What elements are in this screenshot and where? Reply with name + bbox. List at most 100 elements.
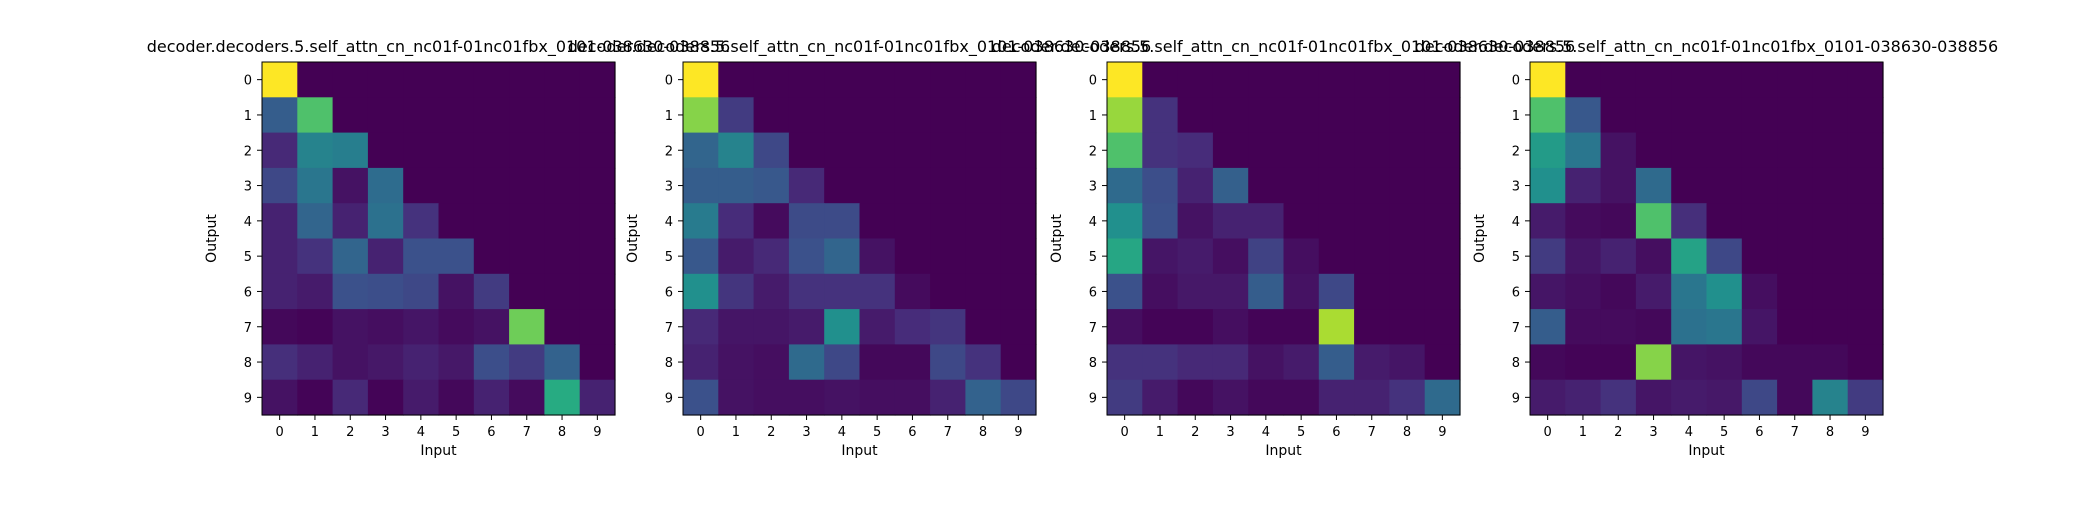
heatmap-cell bbox=[544, 309, 581, 345]
heatmap-cell bbox=[1354, 132, 1390, 169]
heatmap-cell bbox=[297, 309, 334, 345]
heatmap-cell bbox=[332, 203, 369, 240]
heatmap-cell bbox=[367, 132, 404, 169]
heatmap-cell bbox=[1635, 379, 1672, 416]
heatmap-cell bbox=[1389, 379, 1426, 416]
heatmap-cell bbox=[1354, 62, 1390, 98]
heatmap-cell bbox=[403, 238, 440, 275]
heatmap-cell bbox=[1635, 132, 1672, 169]
axes-frame bbox=[261, 61, 616, 416]
heatmap-cell bbox=[1424, 309, 1461, 345]
heatmap-cell bbox=[683, 273, 719, 310]
heatmap-cell bbox=[1671, 203, 1708, 240]
heatmap-cell bbox=[1741, 203, 1778, 240]
heatmap-cell bbox=[1283, 309, 1320, 345]
heatmap-cell bbox=[297, 344, 334, 381]
heatmap-cell bbox=[509, 238, 545, 275]
x-tick-label: 9 bbox=[1438, 425, 1446, 440]
x-axis-label: Input bbox=[1688, 443, 1725, 459]
x-tick-label: 4 bbox=[417, 425, 425, 440]
heatmap-cell bbox=[788, 97, 825, 134]
heatmap-cell bbox=[930, 97, 966, 134]
heatmap-cell bbox=[1777, 238, 1813, 275]
heatmap-cell bbox=[544, 238, 581, 275]
heatmap-cell bbox=[473, 273, 510, 310]
heatmap-cell bbox=[332, 379, 369, 416]
heatmap-cell bbox=[1671, 379, 1708, 416]
heatmap-cell bbox=[894, 238, 931, 275]
heatmap-cell bbox=[1424, 62, 1461, 98]
heatmap-cell bbox=[683, 132, 719, 169]
heatmap-cell bbox=[1530, 273, 1566, 310]
heatmap-cell bbox=[1741, 309, 1778, 345]
heatmap-cell bbox=[1812, 379, 1849, 416]
x-tick-label: 9 bbox=[1014, 425, 1022, 440]
heatmap-cell bbox=[1530, 344, 1566, 381]
x-tick-label: 2 bbox=[767, 425, 775, 440]
x-tick-label: 1 bbox=[1156, 425, 1164, 440]
heatmap-cell bbox=[1212, 379, 1249, 416]
heatmap-cell bbox=[579, 344, 616, 381]
heatmap-cell bbox=[683, 238, 719, 275]
heatmap-cell bbox=[1212, 167, 1249, 204]
heatmap-cell bbox=[1847, 62, 1884, 98]
heatmap-cell bbox=[367, 273, 404, 310]
y-tick-label: 8 bbox=[244, 356, 252, 371]
heatmap-cell bbox=[1248, 344, 1285, 381]
heatmap-cell bbox=[473, 62, 510, 98]
heatmap-cell bbox=[859, 238, 896, 275]
heatmap-cell bbox=[1142, 344, 1179, 381]
y-tick-label: 5 bbox=[665, 250, 673, 265]
heatmap-panel-1: 0 1 2 3 4 5 6 7 8 9 0 1 2 3 4 5 6 7 8 9 Input Output decoder.d… bbox=[568, 37, 1151, 459]
heatmap-cell bbox=[509, 62, 545, 98]
heatmap-cell bbox=[894, 62, 931, 98]
heatmap-cell bbox=[367, 167, 404, 204]
heatmap-cell bbox=[332, 309, 369, 345]
x-tick-label: 7 bbox=[1791, 425, 1799, 440]
heatmap-cell bbox=[1177, 309, 1214, 345]
x-tick-label: 3 bbox=[381, 425, 389, 440]
heatmap-cell bbox=[262, 97, 298, 134]
heatmap-cell bbox=[1142, 238, 1179, 275]
heatmap-cell bbox=[544, 62, 581, 98]
heatmap-cell bbox=[1671, 344, 1708, 381]
heatmap-cell bbox=[683, 309, 719, 345]
heatmap-cell bbox=[332, 132, 369, 169]
heatmap-cell bbox=[579, 273, 616, 310]
y-tick-label: 9 bbox=[1089, 391, 1097, 406]
heatmap-cell bbox=[1177, 379, 1214, 416]
heatmap-cell bbox=[859, 379, 896, 416]
y-tick-label: 8 bbox=[665, 356, 673, 371]
heatmap-cell bbox=[1424, 132, 1461, 169]
heatmap-cell bbox=[262, 238, 298, 275]
heatmap-cell bbox=[1812, 97, 1849, 134]
heatmap-cell bbox=[1706, 379, 1743, 416]
y-tick-label: 3 bbox=[665, 180, 673, 195]
heatmap-cell bbox=[1847, 132, 1884, 169]
y-tick-label: 5 bbox=[244, 250, 252, 265]
heatmap-cell bbox=[438, 167, 475, 204]
heatmap-cell bbox=[438, 309, 475, 345]
heatmap-cell bbox=[1600, 379, 1637, 416]
heatmap-cell bbox=[1389, 344, 1426, 381]
heatmap-cell bbox=[965, 273, 1002, 310]
y-tick-label: 6 bbox=[244, 285, 252, 300]
heatmap-cell bbox=[1000, 309, 1037, 345]
heatmap-cell bbox=[1741, 238, 1778, 275]
heatmap-cell bbox=[859, 62, 896, 98]
heatmap-cell bbox=[1000, 238, 1037, 275]
heatmap-cell bbox=[1847, 97, 1884, 134]
heatmap-cell bbox=[1565, 309, 1602, 345]
heatmap-cell bbox=[1635, 62, 1672, 98]
heatmap-cell bbox=[544, 344, 581, 381]
heatmap-cell bbox=[965, 97, 1002, 134]
heatmap-cell bbox=[1389, 167, 1426, 204]
y-tick-label: 5 bbox=[1512, 250, 1520, 265]
heatmap-cell bbox=[1847, 167, 1884, 204]
y-tick-label: 9 bbox=[665, 391, 673, 406]
heatmap-cell bbox=[1847, 273, 1884, 310]
heatmap-panel-3: 0 1 2 3 4 5 6 7 8 9 0 1 2 3 4 5 6 7 8 9 Input Output decoder.d… bbox=[1415, 37, 1998, 459]
heatmap-cell bbox=[332, 238, 369, 275]
y-tick-label: 6 bbox=[1512, 285, 1520, 300]
heatmap-cell bbox=[473, 132, 510, 169]
